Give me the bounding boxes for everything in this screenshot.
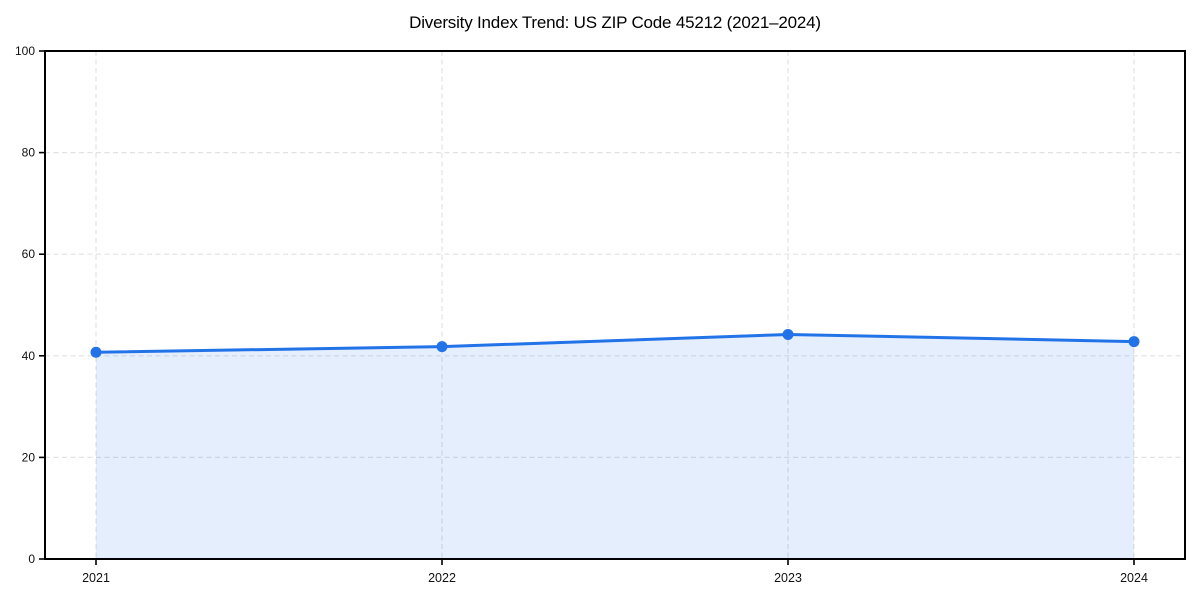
- y-tick-label: 20: [22, 450, 36, 464]
- series-line: [94, 332, 1136, 354]
- data-point: [436, 341, 448, 353]
- data-point: [782, 328, 794, 340]
- data-point: [90, 346, 102, 358]
- x-tick-label: 2024: [1120, 571, 1148, 585]
- y-tick-label: 100: [15, 44, 35, 58]
- y-tick-label: 40: [22, 349, 36, 363]
- chart-title: Diversity Index Trend: US ZIP Code 45212…: [409, 13, 821, 32]
- x-tick-label: 2023: [774, 571, 802, 585]
- plot-border: [44, 50, 1186, 560]
- y-tick-label: 0: [28, 552, 35, 566]
- x-tick-label: 2021: [82, 571, 110, 585]
- data-point: [1128, 336, 1140, 348]
- y-tick-label: 60: [22, 247, 36, 261]
- x-tick-label: 2022: [428, 571, 456, 585]
- y-tick-label: 80: [22, 146, 36, 160]
- series-area: [96, 334, 1134, 559]
